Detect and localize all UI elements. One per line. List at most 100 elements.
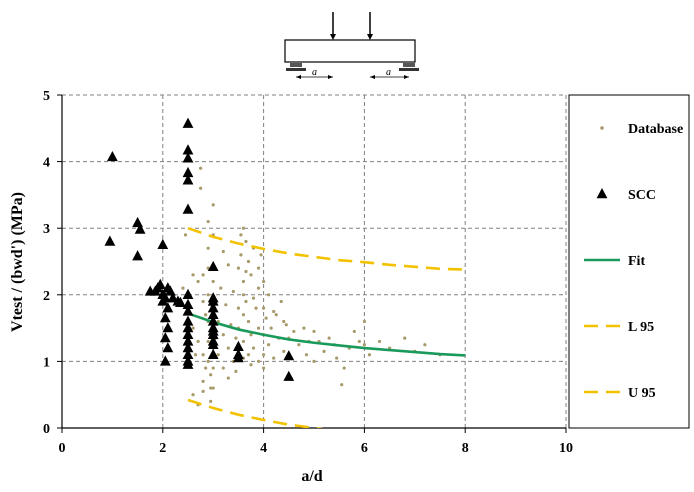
database-point: [239, 253, 243, 257]
database-point: [262, 366, 266, 370]
beam-body: [284, 39, 416, 63]
database-point: [241, 293, 246, 297]
database-point: [312, 329, 316, 334]
scc-point: [207, 328, 219, 339]
scc-point: [233, 340, 244, 351]
database-point: [259, 253, 263, 257]
database-point: [241, 313, 246, 317]
scc-point: [182, 322, 194, 333]
database-point: [249, 363, 253, 367]
database-point: [279, 299, 283, 304]
database-point: [423, 343, 427, 347]
load-arrowhead-right: [367, 34, 373, 40]
series-l95-line: [187, 226, 466, 271]
database-point: [234, 369, 238, 373]
scc-point: [162, 302, 174, 313]
database-point: [226, 376, 230, 380]
y-tick-label: 5: [43, 89, 50, 104]
y-axis-title: Vtest / (bwd') (MPa): [9, 192, 26, 332]
scc-point: [162, 322, 174, 333]
database-point: [246, 353, 251, 357]
scc-point: [175, 296, 186, 307]
scc-point: [162, 342, 174, 353]
span-arrowhead-right-b: [404, 75, 409, 79]
series-u95-line: [187, 398, 324, 428]
scc-point: [132, 250, 143, 261]
scc-point: [182, 305, 194, 316]
scc-point: [207, 308, 219, 319]
database-point: [191, 326, 195, 330]
database-point: [244, 239, 248, 244]
span-arrowhead-left-a: [296, 75, 301, 79]
scc-point: [157, 238, 169, 250]
y-tick-label: 4: [43, 156, 50, 171]
scc-point: [283, 350, 295, 361]
scc-point: [182, 315, 194, 326]
x-tick-label: 0: [59, 441, 66, 456]
scc-point: [132, 216, 143, 228]
scc-point: [182, 342, 194, 353]
series-scc: [104, 117, 295, 381]
series-database: [181, 166, 442, 407]
database-point: [241, 279, 246, 284]
database-point: [292, 329, 296, 334]
database-point: [246, 319, 251, 324]
scc-point: [207, 295, 219, 306]
database-point: [322, 349, 326, 354]
database-point: [191, 273, 195, 277]
database-point: [191, 393, 195, 397]
legend-marker-scc: [596, 188, 608, 199]
scc-point: [182, 174, 194, 185]
scc-point: [157, 295, 169, 306]
scc-point: [182, 348, 194, 359]
database-point: [352, 329, 356, 334]
database-point: [244, 269, 248, 274]
database-point: [209, 373, 213, 377]
scc-point: [207, 348, 219, 359]
database-point: [239, 233, 243, 237]
database-point: [256, 266, 261, 270]
database-point: [244, 299, 248, 304]
x-tick-label: 10: [559, 441, 573, 456]
database-point: [312, 359, 316, 363]
database-point: [206, 339, 210, 344]
legend-marker-database: [600, 126, 604, 130]
database-point: [206, 293, 210, 297]
database-point: [262, 279, 266, 284]
database-point: [256, 326, 261, 330]
database-point: [183, 233, 188, 237]
scc-point: [159, 312, 171, 323]
axes: 0 2 4 6 8 10 0 1 2 3 4 5: [43, 89, 573, 456]
database-point: [377, 339, 382, 344]
load-arrowhead-left: [330, 34, 336, 40]
span-label-left: a: [312, 67, 317, 78]
scc-point: [182, 144, 194, 155]
database-point: [204, 366, 208, 370]
database-point: [224, 303, 228, 307]
database-point: [284, 323, 288, 327]
scc-point: [182, 328, 194, 339]
database-point: [193, 353, 198, 357]
x-tick-label: 8: [462, 441, 469, 456]
y-tick-label: 0: [43, 422, 50, 437]
database-point: [234, 336, 238, 340]
series-fit-line: [187, 312, 466, 357]
database-point: [201, 389, 205, 393]
database-point: [226, 346, 230, 350]
database-point: [236, 306, 240, 310]
scc-point: [182, 152, 194, 163]
x-axis-title: a/d: [301, 468, 322, 485]
scc-point: [283, 370, 295, 381]
database-point: [246, 259, 251, 264]
scc-point: [134, 223, 146, 234]
scc-point: [207, 302, 219, 313]
database-point: [211, 279, 215, 284]
database-point: [196, 339, 200, 344]
database-point: [216, 353, 220, 357]
database-point: [201, 273, 205, 277]
database-point: [340, 383, 344, 387]
database-point: [367, 353, 372, 357]
scc-point: [207, 260, 219, 272]
database-point: [196, 279, 200, 284]
